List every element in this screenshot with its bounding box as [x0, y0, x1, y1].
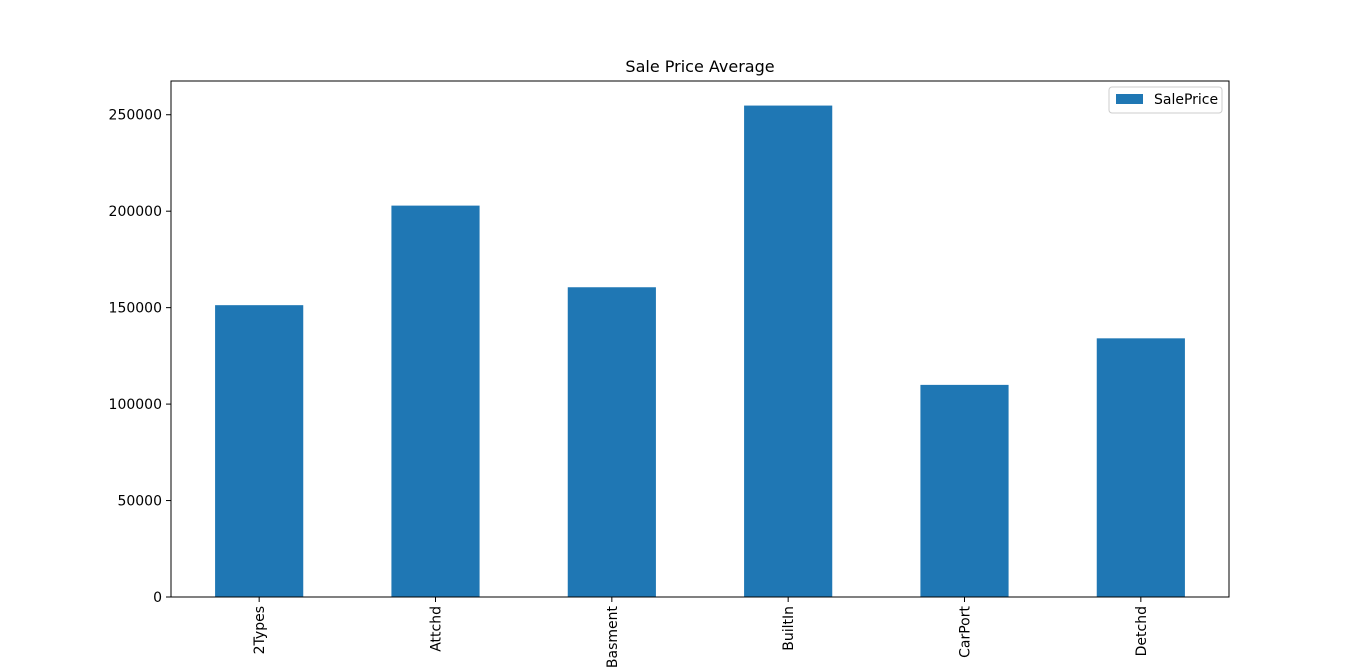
- plot-frame: [170, 80, 1230, 598]
- x-tick-label-attchd: Attchd: [429, 606, 445, 652]
- y-tick-label: 250000: [109, 108, 162, 124]
- x-tick-label-carport: CarPort: [958, 606, 974, 658]
- bar-2types: [215, 305, 304, 597]
- x-tick-label-builtin: BuiltIn: [781, 606, 797, 651]
- legend-frame: [1108, 86, 1223, 114]
- bars-layer: [215, 105, 1185, 597]
- bar-attchd: [391, 205, 480, 597]
- y-tick-label: 150000: [109, 301, 162, 317]
- x-axis: 2Types Attchd Basment BuiltIn CarPort Detchd: [252, 597, 1150, 668]
- bar-builtin: [744, 105, 833, 597]
- legend-entry-saleprice: SalePrice: [1154, 92, 1218, 108]
- y-tick-label: 50000: [117, 494, 162, 510]
- x-tick-label-2types: 2Types: [252, 606, 268, 654]
- y-tick-label: 100000: [109, 397, 162, 413]
- chart-title: Sale Price Average: [625, 57, 774, 76]
- y-tick-label: 200000: [109, 204, 162, 220]
- bar-carport: [920, 384, 1009, 597]
- x-tick-label-basment: Basment: [605, 605, 621, 668]
- bar-basment: [567, 287, 656, 597]
- y-tick-label: 0: [153, 590, 162, 606]
- x-tick-label-detchd: Detchd: [1134, 606, 1150, 656]
- legend-swatch: [1116, 94, 1143, 104]
- legend: SalePrice: [1108, 86, 1223, 114]
- y-axis: 0 50000 100000 150000 200000 250000: [109, 108, 171, 606]
- bar-detchd: [1096, 338, 1185, 597]
